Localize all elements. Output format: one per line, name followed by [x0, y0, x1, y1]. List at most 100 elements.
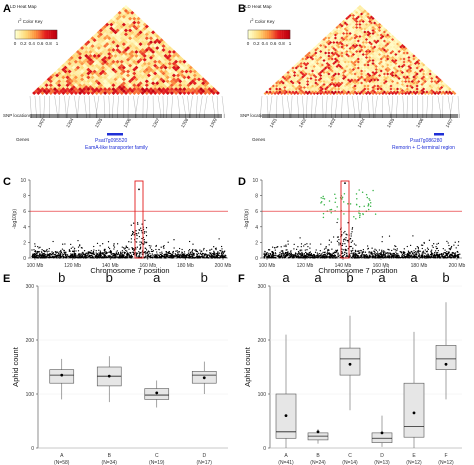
color-key-swatch: [23, 30, 26, 39]
ld-cell: [420, 83, 424, 86]
ld-cell: [96, 38, 101, 43]
ld-cell: [366, 39, 370, 43]
ld-cell: [109, 65, 114, 70]
ld-cell: [338, 80, 343, 83]
ld-cell: [420, 68, 424, 71]
ld-cell: [121, 22, 126, 27]
ld-cell: [307, 66, 311, 70]
ld-cell: [391, 50, 395, 53]
ld-cell: [82, 59, 87, 64]
ld-cell: [337, 27, 341, 31]
ld-cell: [288, 81, 292, 85]
ld-cell: [44, 91, 49, 95]
ld-cell: [371, 77, 375, 80]
ld-cell: [355, 92, 359, 95]
ld-cell: [387, 47, 392, 50]
ld-cell: [130, 77, 135, 82]
ld-cell: [402, 87, 406, 91]
significance-letter: b: [346, 270, 353, 285]
ld-cell: [136, 16, 141, 21]
ld-cell: [337, 45, 341, 49]
ld-cell: [333, 33, 338, 37]
ld-cell: [268, 90, 272, 94]
ld-cell: [57, 83, 62, 88]
ld-cell: [117, 30, 122, 35]
ld-cell: [314, 78, 318, 82]
ld-cell: [384, 35, 388, 38]
ld-cell: [373, 63, 377, 67]
box: [435, 345, 457, 370]
ld-cell: [397, 71, 401, 74]
ld-cell: [134, 14, 139, 19]
ld-cell: [358, 5, 362, 8]
ld-cell: [360, 36, 364, 40]
ld-cell: [409, 72, 413, 76]
ld-cell: [128, 83, 133, 88]
ld-cell: [96, 42, 101, 47]
ld-cell: [111, 87, 116, 92]
ld-cell: [289, 68, 294, 71]
ld-cell: [361, 26, 365, 29]
ld-cell: [373, 48, 377, 52]
ld-cell: [126, 77, 131, 82]
ld-cell: [356, 69, 360, 73]
ld-cell: [121, 30, 126, 35]
ld-cell: [126, 18, 131, 23]
ld-cell: [90, 63, 95, 68]
ld-cell: [48, 79, 53, 84]
color-key-swatch: [269, 30, 272, 39]
ld-cell: [382, 78, 387, 82]
ld-cell: [186, 79, 191, 84]
ld-cell: [126, 38, 131, 43]
ld-cell: [335, 83, 339, 86]
ld-cell: [324, 57, 328, 61]
ld-cell: [148, 71, 154, 76]
snp-link: [64, 95, 67, 115]
ld-cell: [288, 90, 292, 94]
ld-cell: [405, 84, 409, 88]
ld-cell: [111, 16, 116, 21]
ld-cell: [119, 71, 124, 76]
ld-cell: [382, 54, 387, 58]
ld-cell: [399, 66, 403, 70]
ld-cell: [448, 90, 452, 94]
ld-cell: [182, 59, 187, 64]
ld-cell: [356, 48, 360, 52]
ld-cell: [84, 73, 89, 78]
ld-cell: [364, 38, 369, 41]
ld-cell: [348, 68, 352, 71]
ld-cell: [351, 80, 356, 83]
ld-cell: [327, 81, 331, 85]
ld-cell: [317, 42, 321, 46]
ld-cell: [301, 84, 305, 88]
snp-link: [199, 95, 203, 115]
ld-cell: [314, 81, 318, 85]
ld-cell: [340, 54, 344, 58]
ld-cell: [350, 45, 354, 49]
ld-cell: [382, 30, 387, 34]
ld-cell: [289, 77, 294, 80]
color-key-swatch: [38, 30, 41, 39]
ld-cell: [113, 14, 118, 19]
ld-cell: [98, 67, 104, 72]
ld-cell: [368, 71, 372, 74]
ld-cell: [332, 92, 336, 95]
ld-cell: [52, 75, 58, 80]
ld-cell: [138, 85, 143, 90]
color-key-frame: [247, 29, 291, 40]
ld-cell: [86, 75, 91, 80]
ld-cell: [325, 35, 329, 38]
ld-cell: [363, 90, 367, 94]
ld-cell: [121, 77, 126, 82]
ld-cell: [422, 69, 426, 73]
ld-cell: [311, 48, 315, 52]
ld-cell: [351, 44, 356, 47]
ld-cell: [366, 60, 370, 64]
ld-cell: [402, 63, 406, 67]
ld-cell: [391, 47, 395, 50]
ld-cell: [405, 66, 409, 70]
ld-cell: [266, 89, 271, 92]
ld-cell: [302, 71, 307, 74]
ld-cell: [178, 83, 183, 88]
ld-cell: [338, 89, 343, 92]
